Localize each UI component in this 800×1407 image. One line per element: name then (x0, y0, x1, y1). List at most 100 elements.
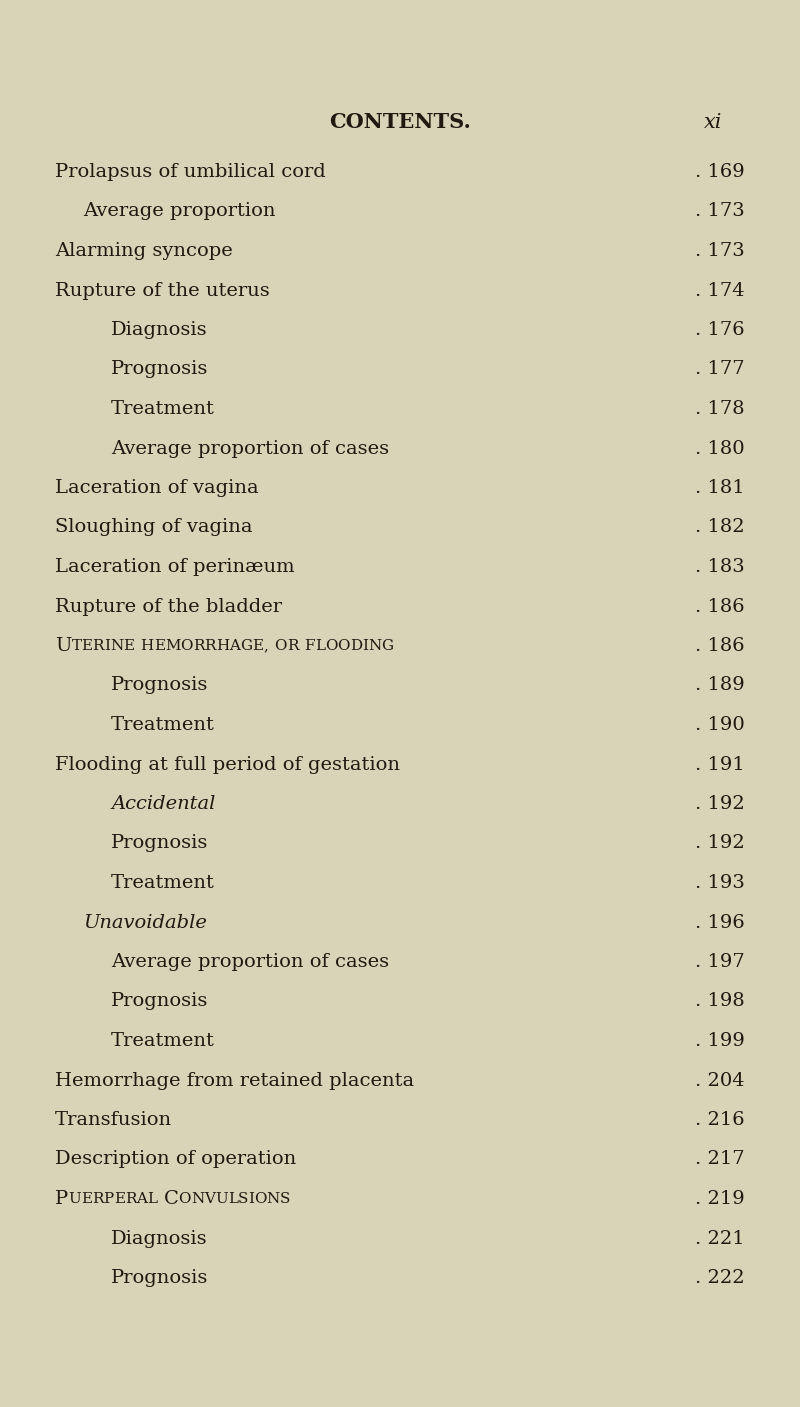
Text: . 169: . 169 (695, 163, 745, 182)
Text: Transfusion: Transfusion (55, 1112, 172, 1128)
Text: . 186: . 186 (695, 598, 745, 615)
Text: . 181: . 181 (695, 478, 745, 497)
Text: F: F (305, 639, 315, 653)
Text: L: L (147, 1192, 158, 1206)
Text: S: S (238, 1192, 248, 1206)
Text: E: E (154, 639, 165, 653)
Text: O: O (325, 639, 338, 653)
Text: Average proportion of cases: Average proportion of cases (111, 439, 389, 457)
Text: E: E (114, 1192, 125, 1206)
Text: Description of operation: Description of operation (55, 1151, 296, 1168)
Text: P: P (55, 1190, 68, 1209)
Text: Rupture of the bladder: Rupture of the bladder (55, 598, 282, 615)
Text: . 173: . 173 (695, 203, 745, 221)
Text: Diagnosis: Diagnosis (111, 1230, 208, 1248)
Text: Prognosis: Prognosis (111, 360, 208, 378)
Text: Alarming syncope: Alarming syncope (55, 242, 233, 260)
Text: . 198: . 198 (695, 992, 745, 1010)
Text: O: O (274, 639, 287, 653)
Text: R: R (205, 639, 216, 653)
Text: xi: xi (704, 113, 722, 131)
Text: Average proportion: Average proportion (83, 203, 275, 221)
Text: . 177: . 177 (695, 360, 745, 378)
Text: . 186: . 186 (695, 637, 745, 656)
Text: E: E (252, 639, 263, 653)
Text: Prognosis: Prognosis (111, 992, 208, 1010)
Text: Prognosis: Prognosis (111, 677, 208, 695)
Text: . 176: . 176 (695, 321, 745, 339)
Text: Average proportion of cases: Average proportion of cases (111, 953, 389, 971)
Text: Laceration of perinæum: Laceration of perinæum (55, 559, 294, 575)
Text: M: M (165, 639, 181, 653)
Text: L: L (228, 1192, 238, 1206)
Text: N: N (110, 639, 123, 653)
Text: . 189: . 189 (695, 677, 745, 695)
Text: . 180: . 180 (695, 439, 745, 457)
Text: I: I (248, 1192, 254, 1206)
Text: R: R (93, 639, 104, 653)
Text: . 219: . 219 (695, 1190, 745, 1209)
Text: R: R (92, 1192, 104, 1206)
Text: . 199: . 199 (695, 1031, 745, 1050)
Text: Flooding at full period of gestation: Flooding at full period of gestation (55, 756, 400, 774)
Text: E: E (81, 1192, 92, 1206)
Text: Prognosis: Prognosis (111, 834, 208, 853)
Text: O: O (181, 639, 193, 653)
Text: Laceration of vagina: Laceration of vagina (55, 478, 258, 497)
Text: . 191: . 191 (695, 756, 745, 774)
Text: . 222: . 222 (695, 1269, 745, 1287)
Text: L: L (315, 639, 325, 653)
Text: Hemorrhage from retained placenta: Hemorrhage from retained placenta (55, 1072, 414, 1089)
Text: N: N (266, 1192, 280, 1206)
Text: . 204: . 204 (695, 1072, 745, 1089)
Text: . 173: . 173 (695, 242, 745, 260)
Text: Diagnosis: Diagnosis (111, 321, 208, 339)
Text: R: R (193, 639, 205, 653)
Text: E: E (82, 639, 93, 653)
Text: . 190: . 190 (695, 716, 745, 734)
Text: C: C (163, 1190, 178, 1209)
Text: . 193: . 193 (695, 874, 745, 892)
Text: U: U (215, 1192, 228, 1206)
Text: S: S (280, 1192, 290, 1206)
Text: A: A (136, 1192, 147, 1206)
Text: . 182: . 182 (695, 519, 745, 536)
Text: Treatment: Treatment (111, 1031, 215, 1050)
Text: E: E (123, 639, 134, 653)
Text: R: R (287, 639, 298, 653)
Text: O: O (254, 1192, 266, 1206)
Text: Accidental: Accidental (111, 795, 215, 813)
Text: Unavoidable: Unavoidable (83, 913, 207, 931)
Text: . 221: . 221 (695, 1230, 745, 1248)
Text: P: P (104, 1192, 114, 1206)
Text: H: H (141, 639, 154, 653)
Text: Prognosis: Prognosis (111, 1269, 208, 1287)
Text: H: H (216, 639, 230, 653)
Text: I: I (362, 639, 368, 653)
Text: Rupture of the uterus: Rupture of the uterus (55, 281, 270, 300)
Text: V: V (204, 1192, 215, 1206)
Text: O: O (338, 639, 350, 653)
Text: T: T (71, 639, 82, 653)
Text: I: I (104, 639, 110, 653)
Text: . 197: . 197 (695, 953, 745, 971)
Text: U: U (55, 637, 71, 656)
Text: G: G (382, 639, 394, 653)
Text: O: O (178, 1192, 191, 1206)
Text: CONTENTS.: CONTENTS. (329, 113, 471, 132)
Text: . 183: . 183 (695, 559, 745, 575)
Text: D: D (350, 639, 362, 653)
Text: R: R (125, 1192, 136, 1206)
Text: Treatment: Treatment (111, 400, 215, 418)
Text: A: A (230, 639, 240, 653)
Text: G: G (240, 639, 252, 653)
Text: . 216: . 216 (695, 1112, 745, 1128)
Text: N: N (368, 639, 382, 653)
Text: Prolapsus of umbilical cord: Prolapsus of umbilical cord (55, 163, 326, 182)
Text: Treatment: Treatment (111, 716, 215, 734)
Text: Sloughing of vagina: Sloughing of vagina (55, 519, 253, 536)
Text: N: N (191, 1192, 204, 1206)
Text: ,: , (263, 639, 268, 653)
Text: U: U (68, 1192, 81, 1206)
Text: . 192: . 192 (695, 795, 745, 813)
